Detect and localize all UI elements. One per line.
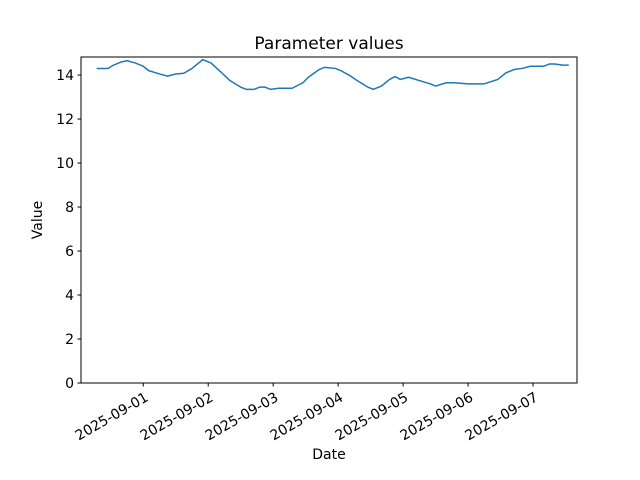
y-tick-label: 2 — [65, 332, 74, 348]
axes-spines — [80, 56, 578, 384]
x-tick-label: 2025-09-05 — [333, 390, 411, 445]
data-line-parameter-values — [96, 58, 569, 91]
y-tick-label: 0 — [65, 376, 74, 392]
y-tick-label: 10 — [56, 156, 74, 172]
x-tick-label: 2025-09-03 — [203, 390, 281, 445]
axis-ticks: 024681012142025-09-012025-09-022025-09-0… — [56, 68, 541, 444]
x-tick-label: 2025-09-04 — [268, 390, 347, 445]
plot-area — [96, 58, 569, 91]
y-tick-label: 8 — [65, 200, 74, 216]
y-tick-label: 14 — [56, 68, 74, 84]
x-tick-label: 2025-09-06 — [398, 390, 477, 445]
x-tick-label: 2025-09-01 — [73, 390, 151, 445]
y-tick-label: 6 — [65, 244, 74, 260]
y-axis-label: Value — [30, 201, 46, 239]
x-axis-label: Date — [312, 447, 345, 463]
x-tick-label: 2025-09-02 — [138, 390, 216, 445]
chart-title: Parameter values — [254, 34, 403, 54]
x-tick-label: 2025-09-07 — [463, 390, 541, 445]
y-tick-label: 4 — [65, 288, 74, 304]
y-tick-label: 12 — [56, 112, 74, 128]
